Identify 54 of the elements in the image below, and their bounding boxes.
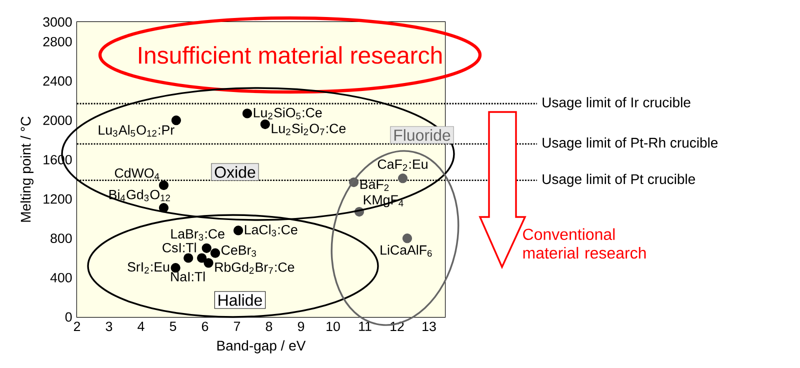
y-tick-label: 1200 (44, 194, 72, 204)
ref-line-label: Usage limit of Pt-Rh crucible (542, 137, 718, 150)
x-tick-label: 11 (359, 322, 372, 331)
point (158, 180, 169, 190)
annotation: RbGd$_{2}$Br$_{7}$:Ce (215, 262, 294, 274)
x-tick-label: 9 (298, 322, 304, 332)
point (402, 234, 412, 244)
point (233, 226, 244, 236)
point (204, 258, 214, 268)
annotation: CeBr$_{3}$ (222, 245, 256, 257)
annotation: Insufficient material research (139, 46, 442, 64)
x-tick-label: 6 (202, 322, 208, 332)
y-tick-label: 2400 (43, 76, 72, 86)
ref-line-label: Usage limit of Pt crucible (542, 174, 695, 187)
annotation: NaI:Tl (171, 272, 205, 282)
annotation: Lu$_{2}$SiO$_{5}$:Ce (254, 108, 322, 120)
point (184, 253, 194, 263)
x-tick-label: 13 (422, 322, 436, 332)
y-tick-label: 0 (65, 312, 72, 322)
point (398, 174, 408, 184)
x-tick-label: 4 (138, 322, 144, 331)
y-tick-label: 2800 (43, 36, 72, 46)
x-tick-label: 8 (266, 322, 272, 332)
y-tick-label: 3000 (43, 17, 72, 27)
annotation: Oxide (214, 166, 256, 178)
annotation: Lu$_{2}$Si$_{2}$O$_{7}$:Ce (272, 123, 346, 136)
annotation: CsI:Tl (162, 242, 196, 252)
annotation: Lu$_{3}$Al$_{5}$O$_{12}$:Pr (98, 124, 174, 137)
annotation: LaBr$_{3}$:Ce (171, 229, 224, 241)
y-tick-label: 800 (50, 234, 72, 244)
annotation: SrI$_{2}$:Eu (128, 262, 170, 274)
y-tick-label: 2000 (43, 116, 72, 126)
x-tick-label: 3 (106, 322, 112, 332)
point (260, 119, 270, 130)
text: Conventional material research (523, 228, 646, 259)
x-axis-title: Band-gap / eV (217, 340, 306, 354)
y-axis-title: Melting point / °C (20, 116, 34, 222)
point (202, 243, 212, 253)
ref-line-label: Usage limit of Ir crucible (542, 97, 690, 110)
x-tick-label: 10 (326, 322, 340, 332)
x-tick-label: 2 (74, 322, 80, 332)
annotation: Halide (218, 294, 262, 306)
point (171, 116, 181, 126)
annotation: LiCaAlF$_{6}$ (380, 244, 432, 257)
x-tick-label: 7 (234, 322, 240, 331)
y-tick-label: 400 (50, 272, 72, 282)
point (210, 248, 220, 258)
annotation: CdWO$_{4}$ (114, 168, 160, 180)
annotation: CaF$_{2}$:Eu (378, 159, 428, 171)
point (242, 108, 252, 118)
x-tick-label: 5 (170, 322, 176, 332)
annotation: LaCl$_{3}$:Ce (244, 224, 298, 236)
point (197, 253, 207, 263)
annotation: Fluoride (394, 129, 450, 141)
